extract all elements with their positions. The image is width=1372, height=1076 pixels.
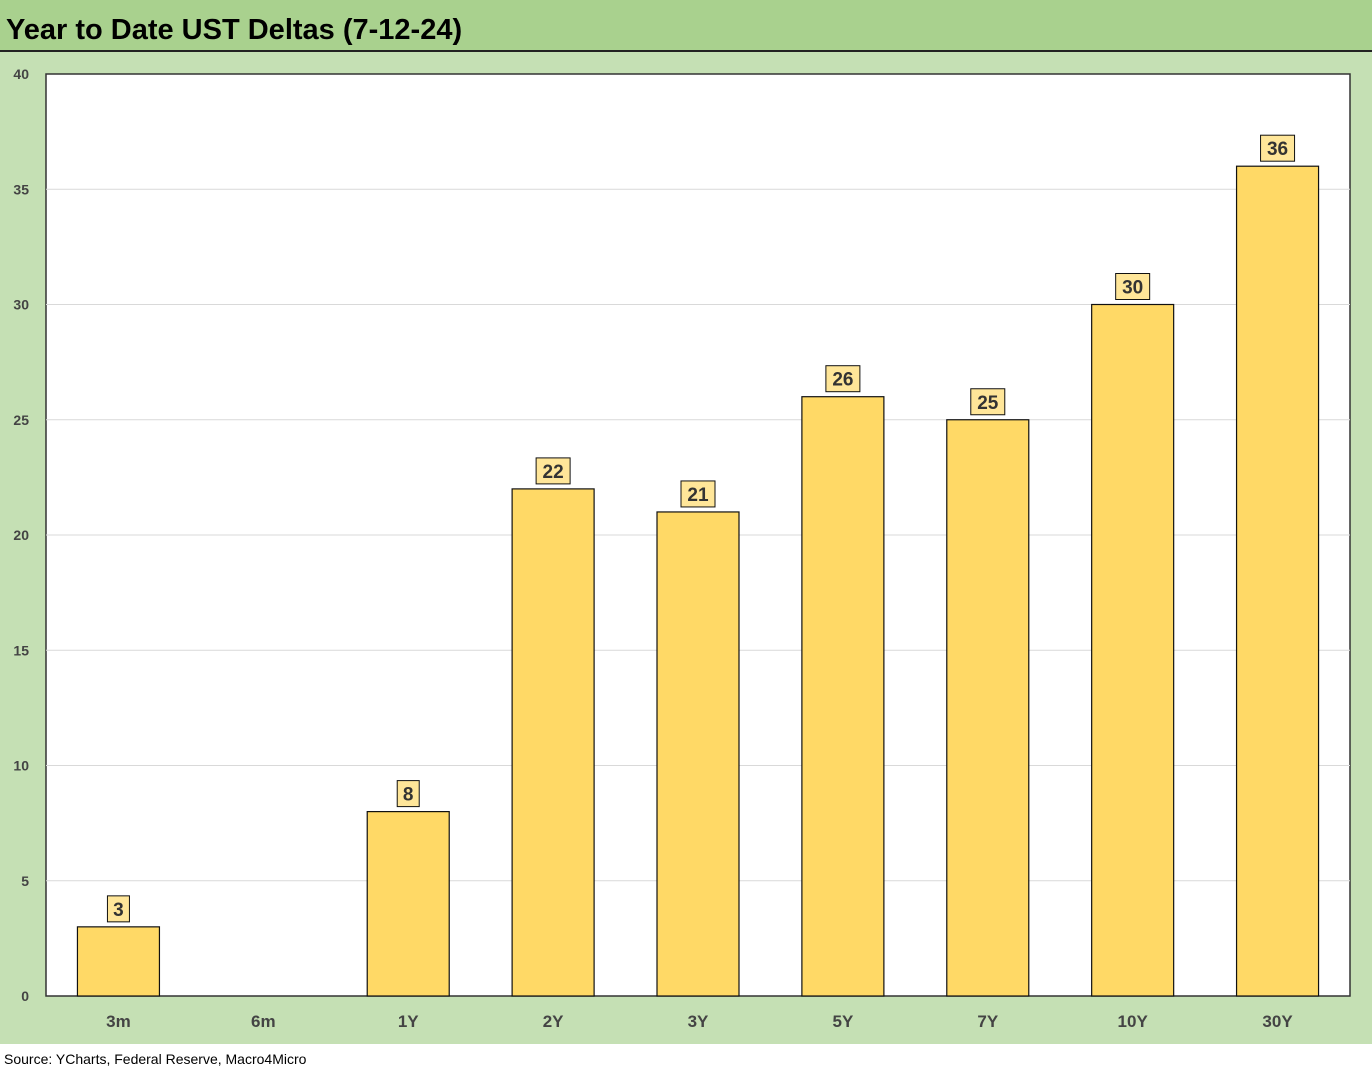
x-tick-label: 7Y	[977, 1012, 998, 1031]
bar-chart: 0 5 10 15 20 25 30 35 40 3 3m 6m 8 1Y 22 2Y 21 3Y 26 5Y 25 7Y…	[13, 66, 1351, 1031]
chart-title: Year to Date UST Deltas (7-12-24)	[6, 14, 463, 46]
bar	[1235, 165, 1320, 997]
y-tick-label: 30	[13, 297, 29, 313]
y-tick-label: 40	[13, 66, 29, 82]
data-label: 22	[543, 462, 564, 483]
bar	[656, 511, 740, 997]
x-tick-label: 6m	[251, 1012, 276, 1031]
bar	[511, 488, 595, 997]
source-note: Source: YCharts, Federal Reserve, Macro4…	[4, 1051, 307, 1067]
data-label-box	[1115, 273, 1151, 300]
y-tick-label: 35	[13, 181, 29, 197]
data-label-box	[396, 780, 420, 808]
data-label-box	[106, 895, 130, 923]
y-tick-label: 20	[13, 527, 29, 543]
x-tick-label: 3Y	[688, 1012, 709, 1031]
data-label-box	[535, 457, 571, 485]
x-tick-label: 5Y	[832, 1012, 853, 1031]
bar	[1091, 303, 1175, 997]
data-label: 36	[1267, 139, 1288, 160]
data-label: 26	[832, 370, 853, 391]
data-label-box	[825, 365, 861, 393]
x-tick-label: 2Y	[543, 1012, 564, 1031]
y-tick-label: 0	[21, 988, 29, 1004]
data-label-box	[1260, 134, 1296, 162]
title-bar: Year to Date UST Deltas (7-12-24)	[0, 0, 1372, 52]
y-tick-label: 10	[13, 758, 29, 774]
data-label: 21	[687, 485, 709, 506]
x-tick-label: 3m	[106, 1012, 131, 1031]
data-label-box	[680, 480, 716, 508]
x-tick-label: 10Y	[1118, 1012, 1149, 1031]
data-label-box	[970, 388, 1006, 416]
x-tick-label: 30Y	[1262, 1012, 1293, 1031]
data-label: 25	[977, 393, 999, 414]
data-label: 3	[113, 900, 124, 921]
data-label: 30	[1122, 278, 1143, 299]
bar	[76, 926, 161, 997]
bar	[946, 419, 1030, 997]
y-tick-label: 15	[13, 642, 29, 658]
x-tick-label: 1Y	[398, 1012, 419, 1031]
data-label: 8	[403, 785, 414, 806]
bar	[801, 396, 885, 997]
bar	[366, 810, 450, 997]
y-tick-label: 5	[21, 873, 29, 889]
y-tick-label: 25	[13, 412, 29, 428]
